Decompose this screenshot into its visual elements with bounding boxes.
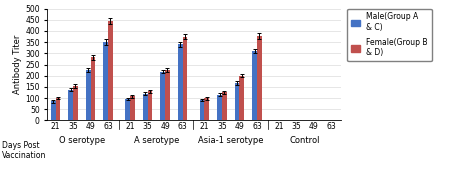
Bar <box>165 70 170 120</box>
Bar <box>51 101 55 120</box>
Bar <box>147 91 152 120</box>
Bar <box>55 98 60 120</box>
Bar <box>257 36 262 120</box>
Bar <box>73 86 78 120</box>
Bar <box>91 57 95 120</box>
Bar <box>239 76 244 120</box>
Y-axis label: Antibody Titer: Antibody Titer <box>13 35 22 94</box>
Bar <box>125 99 130 120</box>
Bar <box>130 96 135 120</box>
Legend: Male(Group A
& C), Female(Group B
& D): Male(Group A & C), Female(Group B & D) <box>347 9 431 61</box>
Bar <box>235 83 239 120</box>
Text: A serotype: A serotype <box>134 136 179 145</box>
Text: Control: Control <box>290 136 320 145</box>
Text: Days Post
Vaccination: Days Post Vaccination <box>2 141 47 160</box>
Bar <box>103 42 108 120</box>
Bar <box>108 21 113 120</box>
Bar <box>217 95 222 120</box>
Bar <box>182 36 187 120</box>
Text: Asia-1 serotype: Asia-1 serotype <box>198 136 264 145</box>
Bar <box>204 99 209 120</box>
Text: O serotype: O serotype <box>59 136 105 145</box>
Bar <box>68 90 73 120</box>
Bar <box>252 51 257 120</box>
Bar <box>86 70 91 120</box>
Bar <box>178 44 182 120</box>
Bar <box>143 94 147 120</box>
Bar <box>200 100 204 120</box>
Bar <box>222 92 227 120</box>
Bar <box>160 72 165 120</box>
